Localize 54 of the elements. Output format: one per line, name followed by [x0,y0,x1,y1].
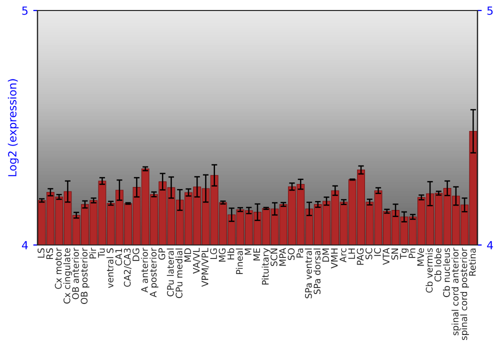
x-tick-label: CPu medial [175,248,182,298]
x-tick-label: Pituitary [262,248,270,285]
x-tick-label: Tu [98,248,105,258]
x-tick-label: GP [158,248,166,260]
x-tick-label: SC [365,248,372,260]
x-tick-label: VMH [331,248,338,268]
x-tick-label: ventral S [106,248,114,288]
y2-tick-label: 4 [487,241,493,250]
x-tick-label: DG [132,248,140,261]
x-tick-label: Pineal [236,248,243,274]
x-tick-label: SPa dorsal [314,248,321,294]
x-tick-label: MD [184,248,191,262]
x-tick-label: SCN [270,248,278,266]
x-tick-label: MG [218,248,226,262]
x-tick-label: DM [322,248,330,262]
x-tick-label: LS [38,248,44,258]
x-tick-label: CPu lateral [166,248,174,296]
x-tick-label: SO [288,248,295,260]
x-tick-label: VTA [382,248,390,265]
x-tick-label: Cb nucleus [442,248,450,298]
x-tick-label: SPa ventral [304,248,312,298]
x-tick-label: CA1 [115,248,122,266]
x-tick-label: M [244,248,252,255]
x-tick-label: VA/VL [193,248,200,274]
x-tick-label: Cx cingulate [63,248,72,304]
x-tick-label: Tg [400,248,409,260]
x-tick-label: Pir [89,248,96,258]
x-tick-label: SN [391,248,398,260]
x-tick-label: MVe [417,248,424,266]
x-tick-label: LH [348,248,355,259]
x-tick-label: LG [210,248,217,259]
x-tick-label: A posterior [150,248,158,298]
x-tick-label: Arc [340,248,346,262]
x-tick-label: spinal cord posterior [460,248,469,340]
x-tick-label: Retina [468,248,476,276]
y-axis-title: Log2 (expression) [8,79,19,176]
x-tick-label: Pa [296,248,304,258]
x-tick-label: ME [253,248,260,260]
x-tick-label: IC [374,248,381,256]
y2-tick-label: 5 [487,6,493,15]
x-tick-label: CA2/CA3 [124,248,132,287]
x-tick-label: Cb vermis [426,248,433,293]
x-tick-label: RS [46,248,54,259]
x-tick-label: Cb lobe [434,248,442,282]
x-tick-label: A anterior [140,248,148,293]
x-tick-label: PAG [356,248,364,265]
x-tick-label: Hb [227,248,234,260]
x-tick-label: OB anterior [72,248,79,300]
x-tick-label: MPA [279,248,286,266]
x-tick-label: OB posterior [80,248,90,304]
x-tick-label: spinal cord anterior [452,248,460,336]
x-tick-label: Pn [408,248,416,258]
x-tick-label: Cx motor [54,248,62,289]
x-tick-label: VPM/VPL [202,248,210,287]
